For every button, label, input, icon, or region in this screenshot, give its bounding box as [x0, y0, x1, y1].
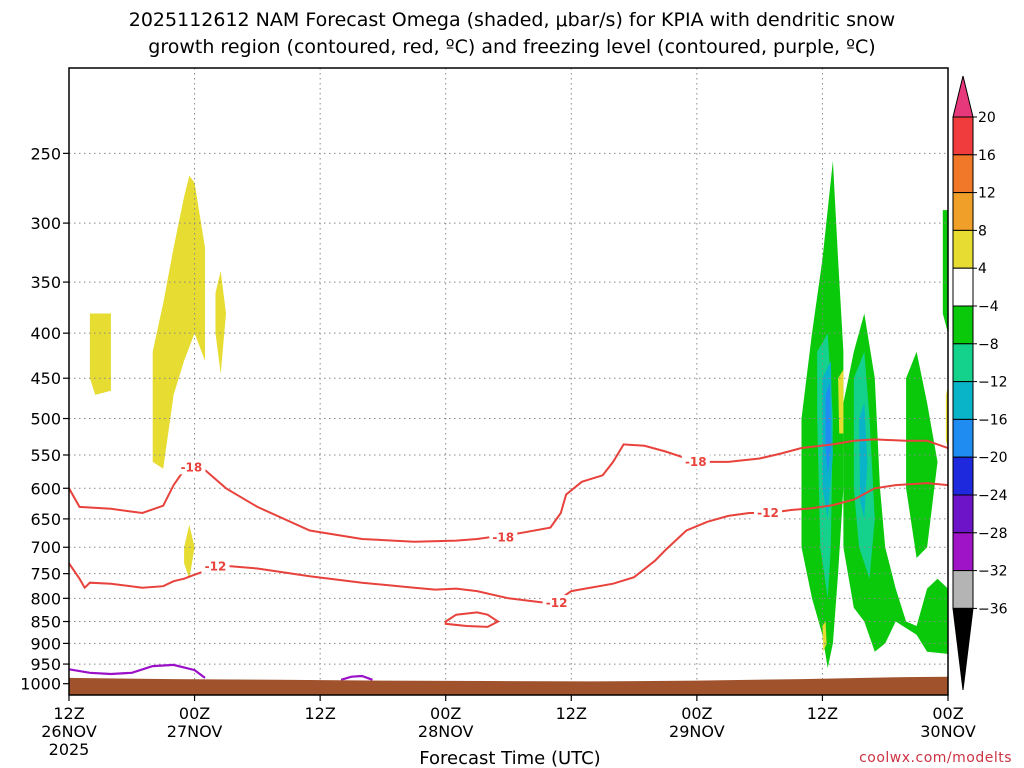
dgz-bottom-label-3-bg [754, 504, 783, 520]
colorbar: 20 16 12 8 4 −4 −8 −12 −16 −20 −24 −28 −32 −36 [952, 75, 1008, 691]
x-tick-label-date: 26NOV [41, 722, 97, 741]
y-tick-label: 500 [30, 410, 61, 429]
colorbar-label: −36 [978, 601, 1008, 617]
omega-region-12 [825, 382, 831, 476]
colorbar-band [952, 267, 974, 307]
dgz-top-label-3-bg [681, 453, 710, 469]
omega-region-3 [184, 524, 195, 579]
y-tick-label: 250 [30, 144, 61, 163]
y-tick-label: 750 [30, 565, 61, 584]
omega-shading [89, 160, 948, 669]
colorbar-band [952, 343, 974, 383]
colorbar-label: −24 [978, 488, 1008, 504]
colorbar-band [952, 305, 974, 345]
x-tick-label-time: 00Z [179, 704, 210, 723]
x-tick-label-date: 28NOV [418, 722, 474, 741]
colorbar-band [952, 532, 974, 572]
y-tick-label: 650 [30, 510, 61, 529]
dgz-top-label-1: -18 [181, 460, 203, 474]
ground-terrain [69, 676, 948, 695]
x-tick-label-date: 27NOV [167, 722, 223, 741]
y-tick-label: 450 [30, 369, 61, 388]
y-tick-label: 350 [30, 273, 61, 292]
y-tick-label: 850 [30, 613, 61, 632]
colorbar-label: −20 [978, 450, 1008, 466]
x-tick-label-year: 2025 [49, 740, 90, 759]
colorbar-label: 8 [978, 223, 987, 239]
y-tick-label: 600 [30, 479, 61, 498]
y-tick-label: 1000 [20, 675, 61, 694]
chart-title-line-1: 2025112612 NAM Forecast Omega (shaded, μ… [129, 9, 895, 31]
y-axis-ticks: 250 300 350 400 450 500 550 600 650 700 750 800 850 9… [20, 144, 69, 694]
colorbar-band [952, 570, 974, 609]
x-tick-label-time: 12Z [807, 704, 838, 723]
freezing-level-contour-0 [69, 663, 206, 679]
dgz-bottom-contour [69, 482, 948, 605]
x-tick-label-date: 30NOV [920, 722, 976, 741]
colorbar-bottom-arrow [952, 607, 974, 691]
dgz-bottom-label-2-bg [542, 595, 571, 611]
colorbar-label: −16 [978, 412, 1008, 428]
dgz-bottom-label-1: -12 [205, 559, 227, 573]
dgz-loop-contour [444, 611, 500, 628]
x-tick-label-time: 12Z [53, 704, 84, 723]
x-tick-label-date: 29NOV [669, 722, 725, 741]
colorbar-label: −12 [978, 375, 1008, 391]
contours: -18 -18 -18 -12 -12 -12 [69, 438, 948, 681]
colorbar-label: 16 [978, 148, 996, 164]
colorbar-label: −28 [978, 526, 1008, 542]
dgz-top-label-3: -18 [685, 455, 707, 469]
colorbar-band [952, 229, 974, 269]
x-tick-label-time: 00Z [681, 704, 712, 723]
dgz-bottom-label-3: -12 [757, 506, 779, 520]
x-tick-label-time: 12Z [304, 704, 335, 723]
plot-frame [68, 67, 949, 696]
colorbar-band [952, 456, 974, 496]
colorbar-band [952, 192, 974, 231]
colorbar-label: −32 [978, 564, 1008, 580]
dgz-bottom-label-1-bg [201, 558, 230, 574]
y-tick-label: 300 [30, 214, 61, 233]
y-tick-label: 700 [30, 538, 61, 557]
colorbar-band [952, 494, 974, 534]
colorbar-label: 4 [978, 261, 987, 277]
omega-region-6 [906, 351, 938, 558]
ground-fill [69, 676, 948, 695]
omega-region-14 [822, 621, 827, 652]
y-tick-label: 400 [30, 324, 61, 343]
x-tick-label-time: 12Z [556, 704, 587, 723]
colorbar-band [952, 381, 974, 420]
y-tick-label: 550 [30, 446, 61, 465]
colorbar-band [952, 154, 974, 194]
y-tick-label: 900 [30, 634, 61, 653]
y-tick-label: 800 [30, 589, 61, 608]
dgz-top-label-2-bg [489, 529, 518, 545]
plot-area [69, 68, 948, 695]
chart-title-line-2: growth region (contoured, red, ºC) and f… [148, 36, 875, 58]
omega-region-0 [89, 313, 111, 395]
freezing-level-contour-1 [340, 674, 373, 681]
colorbar-top-arrow [952, 75, 974, 118]
colorbar-label: −4 [978, 299, 999, 315]
colorbar-label: 20 [978, 110, 996, 126]
colorbar-band [952, 116, 974, 156]
credit-text: coolwx.com/modelts [859, 750, 1012, 766]
omega-region-2 [215, 271, 226, 374]
dgz-top-label-1-bg [177, 459, 206, 475]
dgz-bottom-label-2: -12 [546, 596, 568, 610]
omega-region-7 [942, 210, 948, 334]
colorbar-band [952, 418, 974, 458]
colorbar-label: 12 [978, 186, 996, 202]
x-tick-label-time: 00Z [430, 704, 461, 723]
omega-region-13 [838, 369, 844, 434]
x-tick-label-time: 00Z [932, 704, 963, 723]
y-tick-label: 950 [30, 655, 61, 674]
omega-region-1 [152, 175, 205, 469]
omega-region-11 [859, 402, 868, 519]
colorbar-label: −8 [978, 337, 999, 353]
x-axis-label: Forecast Time (UTC) [419, 748, 600, 768]
dgz-top-label-2: -18 [492, 530, 514, 544]
